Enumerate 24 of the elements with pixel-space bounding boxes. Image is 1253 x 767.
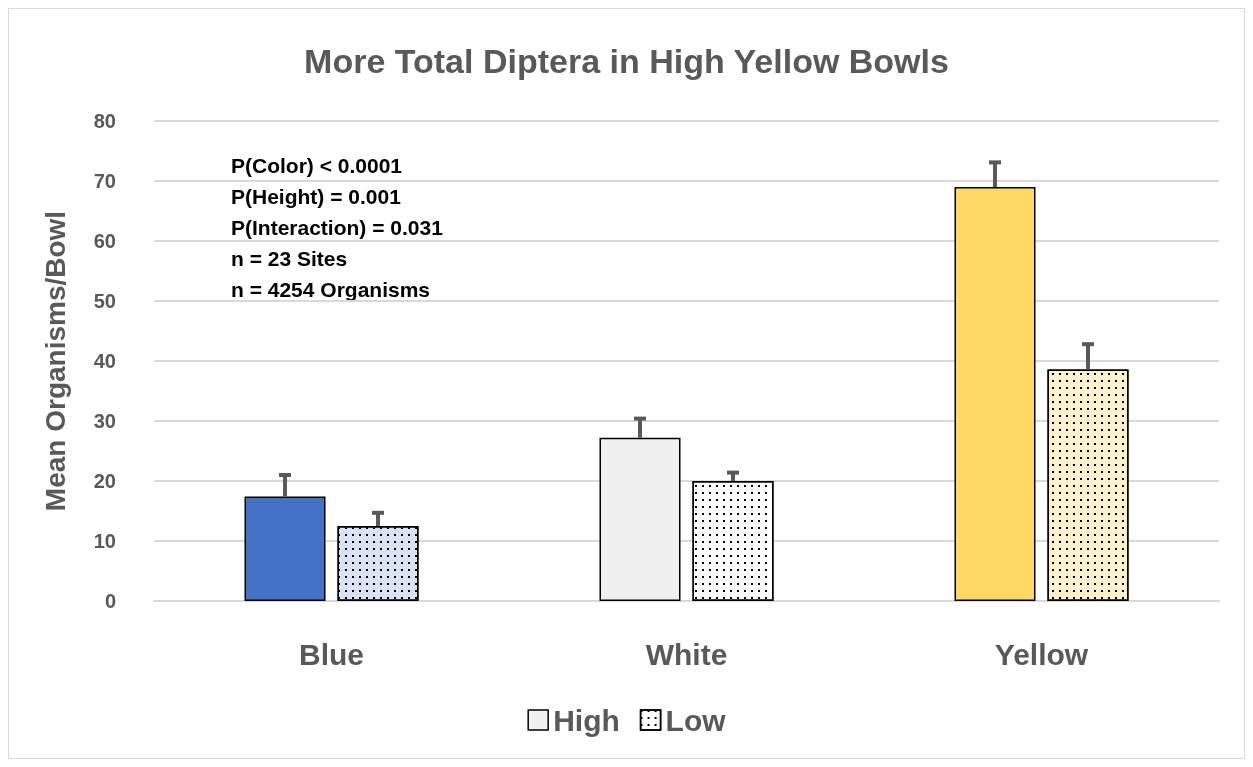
annotation: P(Interaction) = 0.031: [231, 216, 444, 239]
bar: [954, 187, 1036, 601]
y-tick-label: 10: [93, 530, 116, 552]
legend-label: Low: [665, 703, 727, 737]
bar: [599, 437, 681, 601]
x-tick-label: White: [645, 637, 728, 671]
bar: [244, 496, 326, 601]
y-tick-label: 50: [93, 290, 116, 312]
y-tick-label: 80: [93, 110, 116, 132]
chart-title: More Total Diptera in High Yellow Bowls: [304, 42, 949, 80]
annotation: P(Color) < 0.0001: [231, 154, 403, 177]
x-tick-label: Yellow: [994, 637, 1089, 671]
annotation: n = 4254 Organisms: [231, 278, 431, 301]
y-tick-label: 60: [93, 230, 116, 252]
y-axis-title: Mean Organisms/Bowl: [39, 210, 71, 512]
y-tick-label: 40: [93, 350, 116, 372]
annotation: n = 23 Sites: [231, 247, 348, 270]
y-tick-label: 0: [104, 590, 116, 612]
annotation: P(Height) = 0.001: [231, 185, 402, 208]
legend-label: High: [553, 703, 620, 737]
y-tick-label: 30: [93, 410, 116, 432]
y-tick-label: 20: [93, 470, 116, 492]
x-tick-label: Blue: [298, 637, 365, 671]
y-tick-label: 70: [93, 170, 116, 192]
